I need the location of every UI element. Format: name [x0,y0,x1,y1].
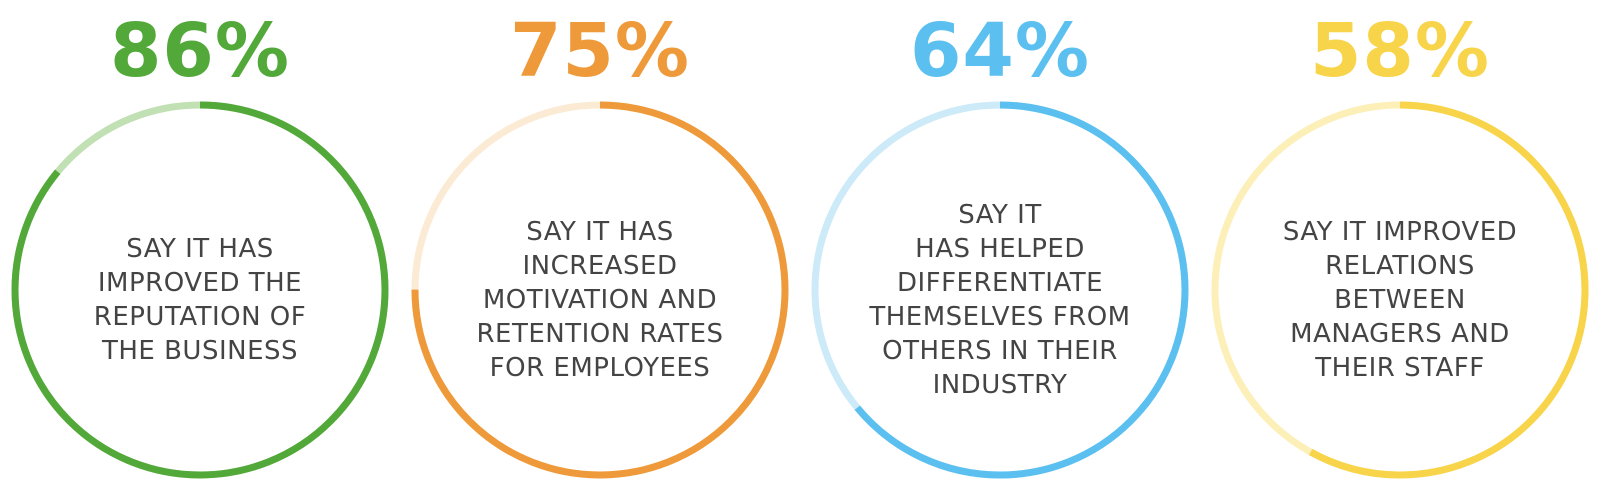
stat-percent-1: 86% [109,8,291,94]
stat-card-4: 58% SAY IT IMPROVED RELATIONS BETWEEN MA… [1200,0,1600,503]
ring-chart-2 [411,101,789,479]
stat-percent-3: 64% [909,8,1091,94]
ring-value-arc-4 [1211,101,1589,479]
stat-label-2: SAY IT HAS INCREASED MOTIVATION AND RETE… [476,217,724,383]
stat-percent-2: 75% [509,8,691,94]
stat-card-1: 86% SAY IT HAS IMPROVED THE REPUTATION O… [0,0,400,503]
ring-value-arc-2 [411,101,789,479]
stat-label-3: SAY IT HAS HELPED DIFFERENTIATE THEMSELV… [869,200,1131,400]
ring-chart-4 [1211,101,1589,479]
stat-label-4: SAY IT IMPROVED RELATIONS BETWEEN MANAGE… [1282,217,1518,383]
ring-chart-3 [811,101,1189,479]
stat-card-3: 64% SAY IT HAS HELPED DIFFERENTIATE THEM… [800,0,1200,503]
ring-value-arc-1 [11,101,389,479]
ring-value-arc-3 [811,101,1189,479]
stat-card-2: 75% SAY IT HAS INCREASED MOTIVATION AND … [400,0,800,503]
stat-percent-4: 58% [1309,8,1491,94]
stat-label-1: SAY IT HAS IMPROVED THE REPUTATION OF TH… [93,234,307,366]
ring-chart-1 [11,101,389,479]
